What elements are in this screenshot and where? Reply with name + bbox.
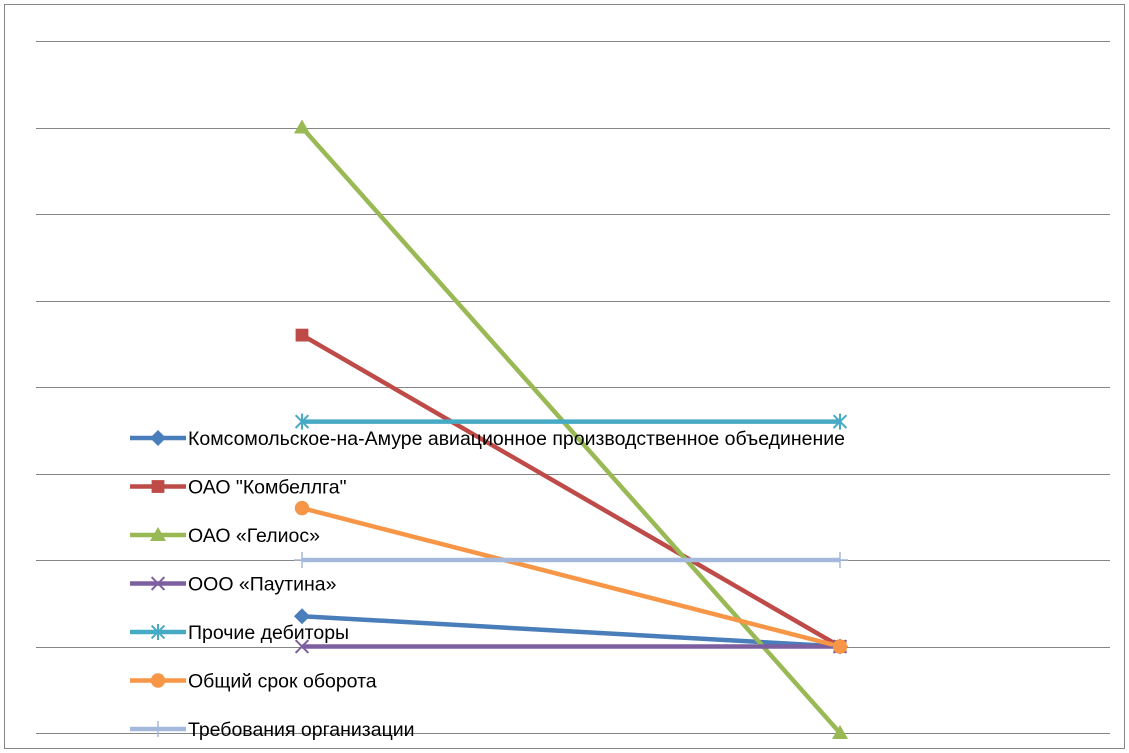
series-marker (294, 119, 310, 134)
legend-label: Комсомольское-на-Амуре авиационное произ… (188, 428, 845, 450)
series-line (300, 333, 842, 649)
series-line (301, 505, 841, 649)
series-line (300, 126, 842, 735)
series-marker (150, 624, 166, 640)
series-marker (832, 725, 848, 739)
legend-label: ООО «Паутина» (188, 574, 337, 596)
legend: Комсомольское-на-Амуре авиационное произ… (130, 428, 845, 741)
series-marker (151, 480, 165, 493)
series-marker (294, 552, 310, 568)
legend-label: Требования организации (188, 719, 415, 741)
series-marker (294, 413, 310, 430)
series-marker (294, 500, 310, 516)
legend-label: ОАО «Гелиос» (188, 525, 320, 547)
series-marker (150, 576, 166, 591)
series-marker (150, 673, 166, 688)
series-line (301, 613, 841, 649)
series-marker (295, 328, 309, 342)
series-lines (300, 126, 842, 735)
series-marker (832, 639, 848, 654)
legend-label: Общий срок оборота (188, 671, 377, 693)
series-marker (150, 430, 166, 446)
series-markers (294, 119, 848, 739)
legend-label: ОАО "Комбеллга" (188, 477, 347, 499)
legend-label: Прочие дебиторы (188, 622, 349, 644)
series-marker (294, 639, 310, 654)
series-marker (294, 608, 310, 625)
series-marker (150, 527, 166, 541)
gridlines (36, 41, 1110, 734)
series-marker (150, 721, 166, 737)
series-marker (832, 413, 848, 430)
series-marker (832, 552, 848, 568)
